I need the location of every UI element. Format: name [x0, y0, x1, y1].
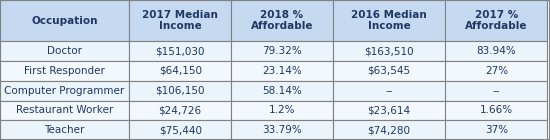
- Bar: [231, 41, 333, 61]
- Text: Teacher: Teacher: [45, 125, 85, 135]
- Bar: [0, 81, 129, 101]
- Text: --: --: [386, 86, 393, 96]
- Bar: [446, 120, 547, 140]
- Bar: [231, 81, 333, 101]
- Text: First Responder: First Responder: [24, 66, 105, 76]
- Text: 2018 %
Affordable: 2018 % Affordable: [251, 10, 313, 32]
- Bar: [446, 101, 547, 120]
- Text: Doctor: Doctor: [47, 46, 82, 56]
- Text: 83.94%: 83.94%: [476, 46, 516, 56]
- Text: $151,030: $151,030: [155, 46, 205, 56]
- Bar: [446, 81, 547, 101]
- Text: 37%: 37%: [485, 125, 508, 135]
- Text: --: --: [493, 86, 500, 96]
- Text: 1.2%: 1.2%: [268, 105, 295, 115]
- Bar: [129, 81, 231, 101]
- Bar: [0, 101, 129, 120]
- Text: 27%: 27%: [485, 66, 508, 76]
- Bar: [231, 120, 333, 140]
- Bar: [446, 61, 547, 81]
- Bar: [129, 41, 231, 61]
- Text: Restaurant Worker: Restaurant Worker: [16, 105, 113, 115]
- Text: $23,614: $23,614: [367, 105, 411, 115]
- Text: 79.32%: 79.32%: [262, 46, 302, 56]
- Bar: [0, 41, 129, 61]
- Bar: [333, 0, 446, 41]
- Text: Computer Programmer: Computer Programmer: [4, 86, 125, 96]
- Bar: [129, 101, 231, 120]
- Bar: [231, 101, 333, 120]
- Text: $63,545: $63,545: [367, 66, 411, 76]
- Bar: [0, 0, 129, 41]
- Bar: [446, 41, 547, 61]
- Text: $24,726: $24,726: [158, 105, 202, 115]
- Bar: [129, 120, 231, 140]
- Bar: [0, 61, 129, 81]
- Text: $163,510: $163,510: [364, 46, 414, 56]
- Text: 2017 Median
Income: 2017 Median Income: [142, 10, 218, 32]
- Bar: [231, 61, 333, 81]
- Text: $106,150: $106,150: [155, 86, 205, 96]
- Text: 2016 Median
Income: 2016 Median Income: [351, 10, 427, 32]
- Text: 2017 %
Affordable: 2017 % Affordable: [465, 10, 527, 32]
- Text: $64,150: $64,150: [158, 66, 202, 76]
- Bar: [333, 120, 446, 140]
- Bar: [231, 0, 333, 41]
- Text: Occupation: Occupation: [31, 16, 98, 26]
- Bar: [333, 101, 446, 120]
- Bar: [129, 0, 231, 41]
- Text: $74,280: $74,280: [367, 125, 411, 135]
- Text: 23.14%: 23.14%: [262, 66, 302, 76]
- Bar: [0, 120, 129, 140]
- Text: 33.79%: 33.79%: [262, 125, 302, 135]
- Text: 58.14%: 58.14%: [262, 86, 302, 96]
- Text: 1.66%: 1.66%: [480, 105, 513, 115]
- Bar: [446, 0, 547, 41]
- Bar: [333, 61, 446, 81]
- Text: $75,440: $75,440: [158, 125, 202, 135]
- Bar: [333, 81, 446, 101]
- Bar: [333, 41, 446, 61]
- Bar: [129, 61, 231, 81]
